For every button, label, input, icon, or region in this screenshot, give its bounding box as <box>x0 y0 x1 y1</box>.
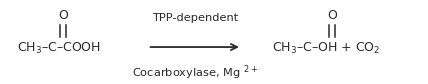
Text: O: O <box>327 9 337 22</box>
Text: CH$_3$–C–OH + CO$_2$: CH$_3$–C–OH + CO$_2$ <box>272 41 380 56</box>
Text: Cocarboxylase, Mg $^{2+}$: Cocarboxylase, Mg $^{2+}$ <box>132 64 258 82</box>
Text: CH$_3$–C–COOH: CH$_3$–C–COOH <box>17 41 101 56</box>
Text: TPP-dependent: TPP-dependent <box>152 13 238 24</box>
Text: O: O <box>58 9 68 22</box>
